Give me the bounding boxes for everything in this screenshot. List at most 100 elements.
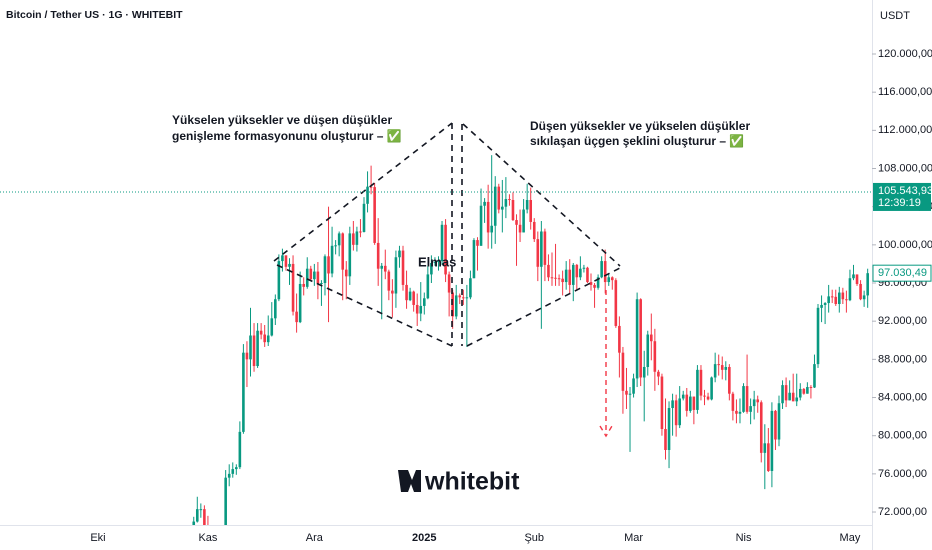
candle-body: [600, 261, 603, 278]
candle-body: [628, 393, 632, 395]
candle-body: [511, 200, 515, 221]
candle-body: [398, 250, 401, 258]
candle-body: [522, 209, 525, 233]
candle-body: [291, 263, 295, 312]
candle-body: [657, 371, 660, 377]
candle-body: [671, 400, 674, 409]
candle-body: [387, 271, 391, 291]
y-tick-label: 92.000,00: [878, 315, 927, 327]
candle-body: [557, 278, 561, 280]
candle-body: [621, 352, 625, 391]
plot-area: [192, 155, 869, 525]
candle-body: [430, 262, 433, 275]
candle-body: [419, 305, 423, 314]
y-tick-label: 88.000,00: [878, 353, 927, 365]
candle-body: [589, 282, 593, 285]
candle-body: [348, 233, 352, 277]
candle-body: [327, 256, 330, 274]
candle-body: [394, 257, 398, 294]
candle-body: [759, 402, 763, 453]
candle-body: [550, 277, 554, 279]
candle-body: [341, 233, 345, 270]
candle-body: [689, 396, 692, 411]
y-tick-label: 116.000,00: [878, 86, 932, 98]
candle-body: [362, 203, 366, 232]
candle-body: [483, 201, 486, 206]
candle-body: [575, 264, 579, 278]
candle-body: [752, 399, 756, 407]
candle-body: [568, 269, 572, 285]
candle-body: [774, 410, 777, 440]
candle-body: [323, 256, 327, 284]
candle-body: [685, 394, 689, 411]
candle-body: [469, 278, 472, 298]
y-tick-label: 108.000,00: [878, 162, 932, 174]
candle-body: [479, 205, 483, 246]
candle-body: [195, 509, 199, 522]
candle-body: [465, 297, 469, 299]
candle-body: [344, 269, 348, 277]
candle-body: [235, 467, 238, 470]
candle-body: [823, 303, 827, 305]
candle-body: [632, 378, 635, 394]
candle-body: [547, 264, 550, 278]
candle-body: [664, 429, 667, 450]
x-tick-label: May: [840, 532, 861, 544]
watermark-text: whitebit: [424, 468, 520, 496]
candle-body: [696, 369, 699, 410]
candle-body: [532, 221, 536, 240]
y-tick-label: 100.000,00: [878, 239, 932, 251]
candle-body: [192, 521, 196, 525]
annotation-line: Yükselen yüksekler ve düşen düşükler: [172, 113, 392, 127]
candle-body: [490, 225, 493, 233]
candle-body: [433, 262, 437, 264]
candle-body: [391, 290, 394, 294]
candle-body: [369, 186, 373, 188]
candle-body: [249, 335, 252, 360]
y-tick-label: 76.000,00: [878, 468, 927, 480]
candle-body: [408, 291, 412, 301]
candle-body: [674, 400, 678, 426]
candle-body: [618, 325, 621, 353]
candle-body: [508, 199, 511, 201]
candle-body: [678, 398, 681, 426]
candle-body: [298, 283, 302, 323]
candle-body: [302, 283, 305, 287]
candle-body: [554, 277, 557, 279]
candle-body: [703, 395, 706, 397]
candle-body: [650, 334, 653, 342]
candle-body: [866, 273, 869, 296]
candle-body: [603, 261, 607, 283]
candle-body: [224, 477, 227, 525]
candle-body: [245, 352, 249, 360]
candle-body: [735, 410, 738, 414]
candle-body: [798, 388, 802, 398]
candle-body: [486, 201, 490, 233]
candle-body: [855, 274, 859, 284]
candle-body: [763, 443, 767, 453]
candle-body: [447, 274, 451, 293]
candle-body: [713, 364, 717, 378]
candle-body: [334, 245, 337, 247]
candle-body: [309, 268, 313, 280]
candle-body: [203, 509, 206, 525]
candle-body: [313, 271, 316, 280]
candle-body: [706, 396, 710, 400]
candle-body: [458, 295, 462, 298]
candle-body: [376, 242, 380, 269]
candle-body: [586, 267, 589, 283]
candle-body: [596, 277, 600, 288]
candle-body: [614, 280, 618, 326]
candle-body: [745, 386, 749, 412]
candle-body: [476, 240, 479, 246]
last-close-box: [872, 264, 932, 282]
watermark: whitebit: [398, 468, 520, 496]
candle-body: [277, 261, 281, 300]
candle-body: [263, 334, 266, 343]
candle-body: [501, 206, 504, 210]
candle-body: [444, 224, 447, 275]
candle-body: [788, 392, 791, 401]
last-close-label: 97.030,49: [878, 267, 927, 279]
pattern-label: Elmas: [418, 254, 456, 269]
candle-body: [380, 265, 384, 269]
